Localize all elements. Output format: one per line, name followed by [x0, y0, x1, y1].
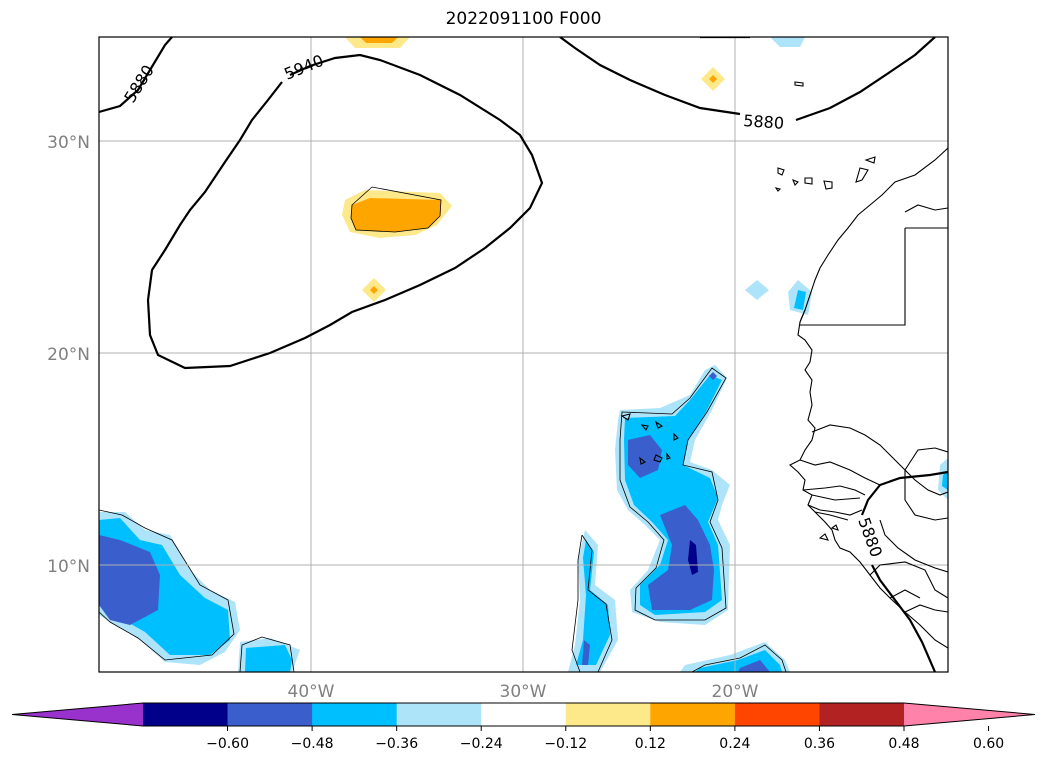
colorbar-tick-label: −0.12 [544, 736, 587, 752]
colorbar-tick-label: −0.24 [460, 736, 503, 752]
contour-label-5880-east: 5880 [854, 515, 886, 560]
colorbar-tick-label: 0.36 [804, 736, 835, 752]
lat-label-30n: 30°N [47, 133, 90, 153]
colorbar-segment [481, 703, 567, 726]
colorbar-extend-high [904, 703, 1035, 726]
colorbar-tick-label: 0.24 [719, 736, 750, 752]
coastlines [620, 81, 948, 649]
colorbar-segment [650, 703, 736, 726]
lon-label-30w: 30°W [500, 682, 547, 702]
positive-anomaly-core [351, 198, 441, 232]
colorbar-segment [396, 703, 482, 726]
colorbar-tick-label: 0.12 [635, 736, 666, 752]
colorbar-tick-label: 0.48 [888, 736, 919, 752]
colorbar-extend-low [12, 703, 143, 726]
contour-5940 [146, 53, 544, 370]
colorbar-tick-label: −0.48 [291, 736, 334, 752]
colorbar-segment [565, 703, 651, 726]
colorbar-tick-label: 0.60 [973, 736, 1004, 752]
canary-islands [774, 156, 876, 192]
contour-label-5880-west: 5880 [120, 62, 158, 107]
colorbar-segment [143, 703, 229, 726]
contour-label-5940: 5940 [281, 51, 326, 84]
contour-5880-east [860, 470, 948, 516]
madeira [794, 81, 804, 87]
colorbar-segment [227, 703, 313, 726]
lon-label-40w: 40°W [288, 682, 335, 702]
colorbar-segment [819, 703, 905, 726]
colorbar-segment [734, 703, 820, 726]
map-area: 5880 5940 5880 5880 [99, 37, 948, 672]
contour-5880-north [559, 37, 741, 116]
contour-5880-west [99, 37, 173, 114]
map-title: 2022091100 F000 [445, 9, 602, 29]
graticule [99, 37, 948, 672]
lat-label-20n: 20°N [47, 345, 90, 365]
colorbar: −0.60 −0.48 −0.36 −0.24 −0.12 0.12 0.24 0.36 0.4… [11, 702, 1036, 752]
colorbar-tick-label: −0.60 [206, 736, 249, 752]
map-frame [98, 36, 949, 673]
colorbar-outline [11, 702, 1036, 727]
colorbar-tick-label: −0.36 [375, 736, 418, 752]
colorbar-segment [312, 703, 398, 726]
cape-verde-islands [620, 413, 679, 465]
lon-label-20w: 20°W [712, 682, 759, 702]
contour-label-5880-north: 5880 [743, 111, 785, 133]
anomaly-outlines [99, 186, 787, 672]
height-contours [99, 37, 948, 672]
lat-label-10n: 10°N [47, 557, 90, 577]
africa-coast [789, 147, 948, 649]
